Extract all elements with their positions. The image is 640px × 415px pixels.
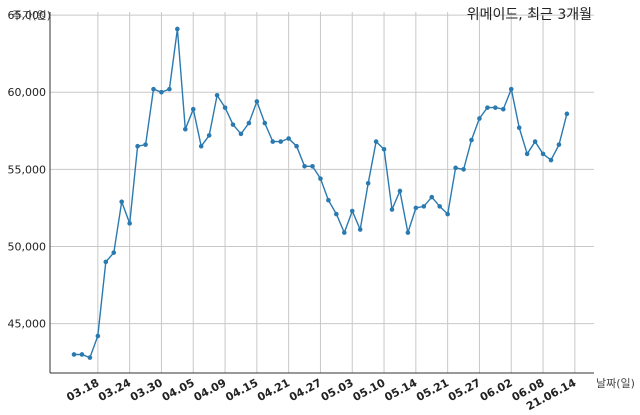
x-tick-label: 05.21 — [414, 376, 451, 404]
x-tick-label: 04.21 — [255, 376, 292, 404]
data-point — [262, 120, 268, 126]
x-tick-labels: 03.1803.2403.3004.0504.0904.1504.2104.27… — [64, 376, 578, 413]
data-point — [119, 199, 124, 205]
data-point — [111, 250, 117, 255]
data-point — [214, 93, 220, 98]
y-tick-label: 55,000 — [8, 163, 47, 176]
x-tick-label: 04.09 — [192, 376, 229, 404]
x-tick-label: 05.10 — [351, 376, 388, 404]
data-points — [71, 26, 570, 360]
data-point — [381, 147, 387, 152]
data-point — [175, 26, 180, 32]
data-point — [103, 259, 109, 265]
x-axis-title: 날짜(일) — [596, 376, 635, 390]
x-tick-label: 03.30 — [128, 376, 165, 404]
data-point — [508, 86, 514, 92]
data-point — [397, 188, 403, 194]
data-point — [540, 151, 546, 157]
data-point — [254, 99, 260, 104]
y-tick-labels: 45,000 50,000 55,000 60,000 65,000 — [8, 9, 47, 331]
data-point — [485, 105, 490, 110]
data-point — [302, 163, 307, 169]
x-tick-label: 04.27 — [287, 376, 324, 404]
data-point — [159, 89, 164, 95]
y-tick-label: 65,000 — [8, 9, 47, 22]
data-point — [198, 143, 204, 149]
grid — [50, 12, 594, 373]
data-point — [334, 211, 339, 217]
data-point — [167, 86, 172, 92]
data-point — [493, 105, 498, 110]
data-point — [421, 204, 427, 209]
y-tick-label: 60,000 — [8, 86, 47, 99]
data-point — [405, 230, 411, 235]
x-tick-label: 05.27 — [446, 376, 483, 404]
data-point — [477, 116, 482, 121]
x-tick-label: 05.14 — [382, 376, 419, 404]
data-point — [556, 142, 562, 147]
data-point — [246, 120, 252, 126]
data-point — [310, 163, 315, 169]
data-point — [135, 143, 140, 149]
data-point — [357, 227, 363, 232]
data-point — [453, 165, 458, 171]
data-point — [373, 139, 379, 144]
data-point — [143, 142, 148, 147]
data-point — [413, 205, 419, 211]
y-tick-label: 45,000 — [8, 318, 47, 331]
data-point — [326, 197, 331, 203]
data-point — [286, 136, 291, 141]
x-tick-label: 05.03 — [319, 376, 356, 404]
data-point — [318, 176, 323, 181]
x-tick-label: 03.24 — [96, 376, 133, 404]
data-point — [87, 355, 93, 360]
data-point — [151, 86, 156, 92]
data-point — [71, 352, 77, 357]
data-point — [206, 133, 212, 138]
data-point — [238, 131, 244, 137]
y-axis-title: 주가(원) — [12, 9, 51, 22]
data-point — [516, 125, 522, 131]
x-tick-label: 04.05 — [160, 376, 197, 404]
data-point — [270, 139, 276, 144]
y-tick-label: 50,000 — [8, 240, 47, 253]
data-point — [564, 111, 570, 117]
data-point — [294, 143, 299, 149]
data-point — [437, 204, 443, 209]
data-point — [365, 180, 371, 186]
data-point — [222, 105, 228, 110]
data-point — [389, 207, 395, 212]
data-point — [532, 139, 538, 144]
x-tick-label: 03.18 — [64, 376, 101, 404]
data-point — [461, 167, 466, 172]
data-point — [349, 208, 355, 214]
data-point — [79, 352, 85, 357]
axes — [49, 12, 594, 374]
data-point — [524, 151, 530, 157]
data-point — [501, 106, 506, 112]
data-point — [95, 333, 101, 339]
data-point — [190, 106, 196, 112]
chart-title: 위메이드, 최근 3개월 — [467, 7, 592, 23]
data-point — [230, 122, 236, 127]
data-point — [548, 157, 554, 163]
x-tick-label: 06.02 — [478, 376, 515, 404]
data-point — [445, 211, 450, 217]
data-point — [278, 139, 284, 144]
data-point — [429, 194, 435, 200]
x-tick-label: 04.15 — [223, 376, 260, 404]
data-point — [183, 126, 188, 132]
data-point — [342, 230, 347, 235]
data-point — [127, 221, 132, 226]
data-point — [469, 137, 474, 143]
